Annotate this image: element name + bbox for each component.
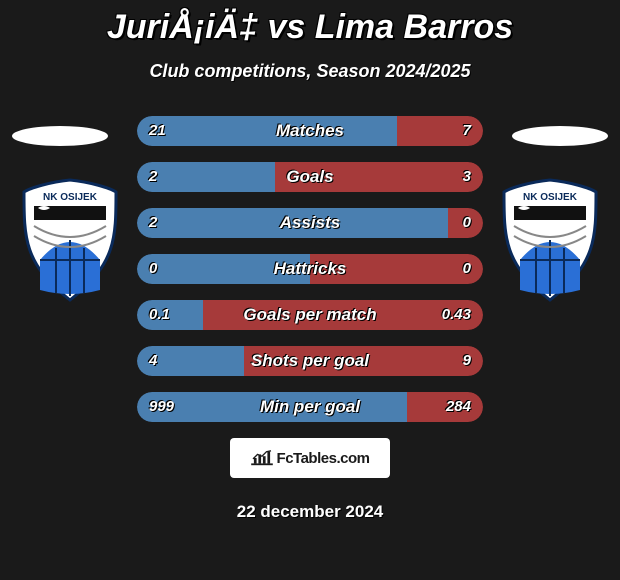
page-subtitle: Club competitions, Season 2024/2025 [0,61,620,82]
stat-bar-left [137,208,448,238]
stat-row: Shots per goal49 [137,346,483,376]
stat-bar-right [448,208,483,238]
stat-bar-right [203,300,483,330]
stat-bar-left [137,346,244,376]
stat-bar-right [275,162,483,192]
stat-row: Min per goal999284 [137,392,483,422]
date-text: 22 december 2024 [0,502,620,522]
stat-bar-right [397,116,484,146]
stats-container: Matches217 Goals23 Assists20 Hattricks00 Goa… [137,116,483,422]
svg-text:NK OSIJEK: NK OSIJEK [43,192,98,203]
stat-row: Hattricks00 [137,254,483,284]
club-crest-left: NK OSIJEK [20,178,120,307]
pedestal-left [10,124,110,148]
stat-bar-right [244,346,483,376]
stat-row: Assists20 [137,208,483,238]
stat-bar-right [407,392,483,422]
page-title: JuriÅ¡iÄ‡ vs Lima Barros [0,0,620,47]
pedestal-right [510,124,610,148]
branding-text: FcTables.com [277,450,370,467]
stat-row: Goals per match0.10.43 [137,300,483,330]
stat-bar-right [310,254,483,284]
stat-bar-left [137,392,407,422]
branding-chart-icon [251,449,273,467]
club-crest-right: NK OSIJEK [500,178,600,307]
stat-bar-left [137,116,397,146]
stat-bar-left [137,254,310,284]
stat-bar-left [137,162,275,192]
branding-badge: FcTables.com [230,438,390,478]
stat-row: Goals23 [137,162,483,192]
svg-text:NK OSIJEK: NK OSIJEK [523,192,578,203]
stat-bar-left [137,300,203,330]
stat-row: Matches217 [137,116,483,146]
